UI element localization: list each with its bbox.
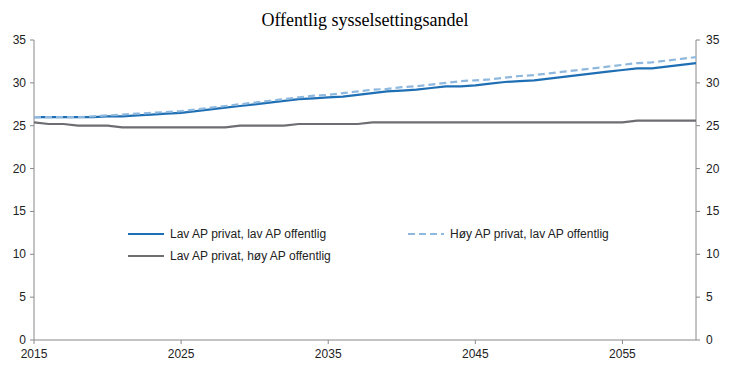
x-tick xyxy=(181,340,182,344)
legend-label: Høy AP privat, lav AP offentlig xyxy=(450,227,609,241)
x-tick xyxy=(622,340,623,344)
y-tick-label: 25 xyxy=(13,119,27,133)
legend-label: Lav AP privat, lav AP offentlig xyxy=(170,227,326,241)
y2-axis xyxy=(696,40,697,340)
y2-tick-label: 10 xyxy=(706,247,720,261)
legend-swatch xyxy=(408,233,444,235)
y-tick-label: 20 xyxy=(13,162,27,176)
x-axis xyxy=(34,340,696,341)
x-tick xyxy=(475,340,476,344)
y-tick xyxy=(30,211,34,212)
legend-label: Lav AP privat, høy AP offentlig xyxy=(170,249,331,263)
y-tick-label: 5 xyxy=(19,290,26,304)
y2-tick xyxy=(696,297,700,298)
y-tick xyxy=(30,254,34,255)
y-tick xyxy=(30,40,34,41)
y-tick xyxy=(30,125,34,126)
y-tick-label: 35 xyxy=(13,33,27,47)
y-tick-label: 0 xyxy=(19,333,26,347)
x-tick xyxy=(328,340,329,344)
y-tick xyxy=(30,168,34,169)
x-tick-label: 2015 xyxy=(21,347,48,361)
y-tick xyxy=(30,297,34,298)
chart: Offentlig sysselsettingsandel05101520253… xyxy=(0,0,730,377)
legend-swatch xyxy=(128,233,164,235)
y-axis xyxy=(34,40,35,340)
y-tick-label: 15 xyxy=(13,204,27,218)
legend-swatch xyxy=(128,255,164,257)
x-tick xyxy=(34,340,35,344)
y2-tick xyxy=(696,168,700,169)
y2-tick xyxy=(696,211,700,212)
series-line xyxy=(34,121,696,128)
y2-tick-label: 25 xyxy=(706,119,720,133)
y2-tick-label: 0 xyxy=(706,333,713,347)
y2-tick-label: 35 xyxy=(706,33,720,47)
y-tick-label: 10 xyxy=(13,247,27,261)
y2-tick-label: 20 xyxy=(706,162,720,176)
y2-tick-label: 15 xyxy=(706,204,720,218)
y2-tick xyxy=(696,125,700,126)
x-tick-label: 2045 xyxy=(462,347,489,361)
title: Offentlig sysselsettingsandel xyxy=(261,10,468,30)
x-tick-label: 2055 xyxy=(609,347,636,361)
y-tick-label: 30 xyxy=(13,76,27,90)
y2-tick xyxy=(696,82,700,83)
y2-tick-label: 30 xyxy=(706,76,720,90)
series-line xyxy=(34,57,696,117)
y-tick xyxy=(30,340,34,341)
x-tick-label: 2035 xyxy=(315,347,342,361)
y2-tick xyxy=(696,254,700,255)
plot-area xyxy=(34,57,696,127)
y-tick xyxy=(30,82,34,83)
y2-tick xyxy=(696,340,700,341)
x-tick-label: 2025 xyxy=(168,347,195,361)
y2-tick-label: 5 xyxy=(706,290,713,304)
y2-tick xyxy=(696,40,700,41)
